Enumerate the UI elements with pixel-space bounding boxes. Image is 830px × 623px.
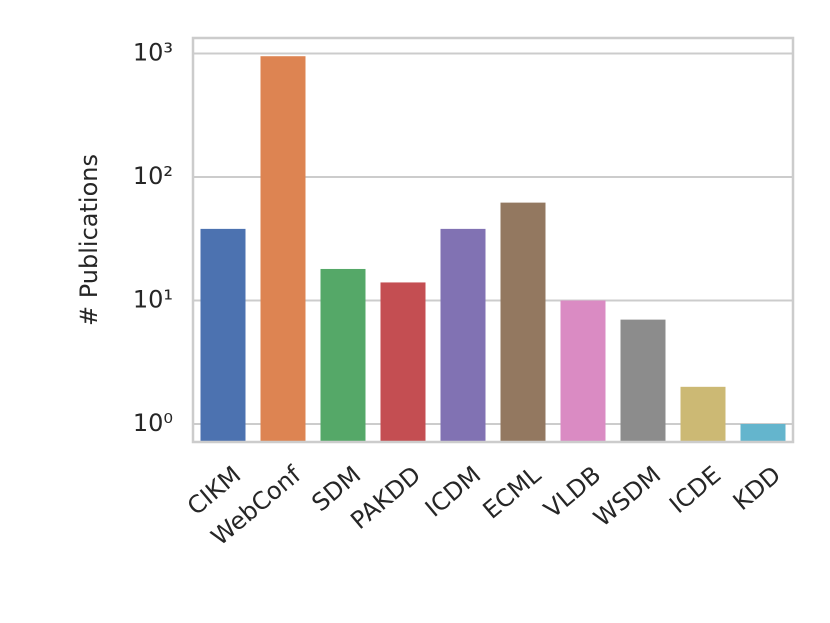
- x-tick-label: ICDE: [664, 461, 726, 519]
- y-tick-label: 10⁰: [133, 409, 173, 437]
- y-tick-label: 10³: [133, 38, 173, 66]
- bar: [380, 282, 426, 442]
- y-axis-label: # Publications: [75, 154, 103, 326]
- x-tick-label: WSDM: [588, 461, 666, 533]
- bar: [440, 228, 486, 442]
- bar: [500, 202, 546, 442]
- plot-frame: [191, 36, 795, 444]
- bar: [200, 228, 246, 442]
- bar: [260, 56, 306, 442]
- bar: [740, 424, 786, 442]
- x-tick-label: KDD: [728, 461, 786, 516]
- x-tick-label: ECML: [478, 460, 547, 524]
- y-tick-label: 10¹: [133, 285, 173, 313]
- y-tick-label: 10²: [133, 162, 173, 190]
- x-tick-label: ICDM: [420, 461, 486, 523]
- bar: [680, 386, 726, 442]
- bar: [320, 268, 366, 442]
- bar: [560, 300, 606, 442]
- bar: [620, 319, 666, 442]
